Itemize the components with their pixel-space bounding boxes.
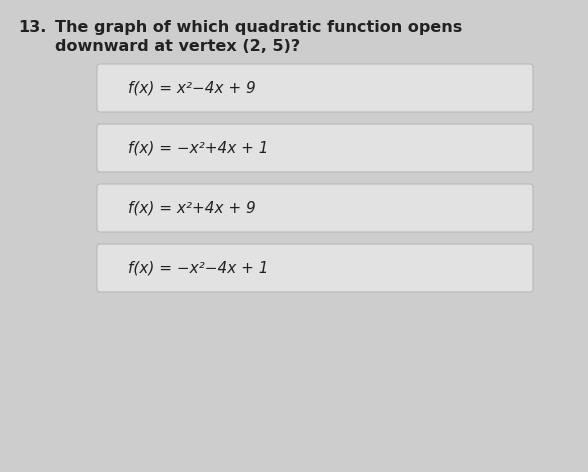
Text: The graph of which quadratic function opens: The graph of which quadratic function op… (55, 20, 462, 35)
FancyBboxPatch shape (97, 244, 533, 292)
Text: f(x) = −x²−4x + 1: f(x) = −x²−4x + 1 (128, 261, 269, 276)
FancyBboxPatch shape (97, 124, 533, 172)
Text: f(x) = x²−4x + 9: f(x) = x²−4x + 9 (128, 81, 256, 95)
Text: f(x) = x²+4x + 9: f(x) = x²+4x + 9 (128, 201, 256, 216)
FancyBboxPatch shape (97, 64, 533, 112)
Text: downward at vertex (2, 5)?: downward at vertex (2, 5)? (55, 39, 300, 54)
Text: f(x) = −x²+4x + 1: f(x) = −x²+4x + 1 (128, 141, 269, 155)
Text: 13.: 13. (18, 20, 46, 35)
FancyBboxPatch shape (97, 184, 533, 232)
